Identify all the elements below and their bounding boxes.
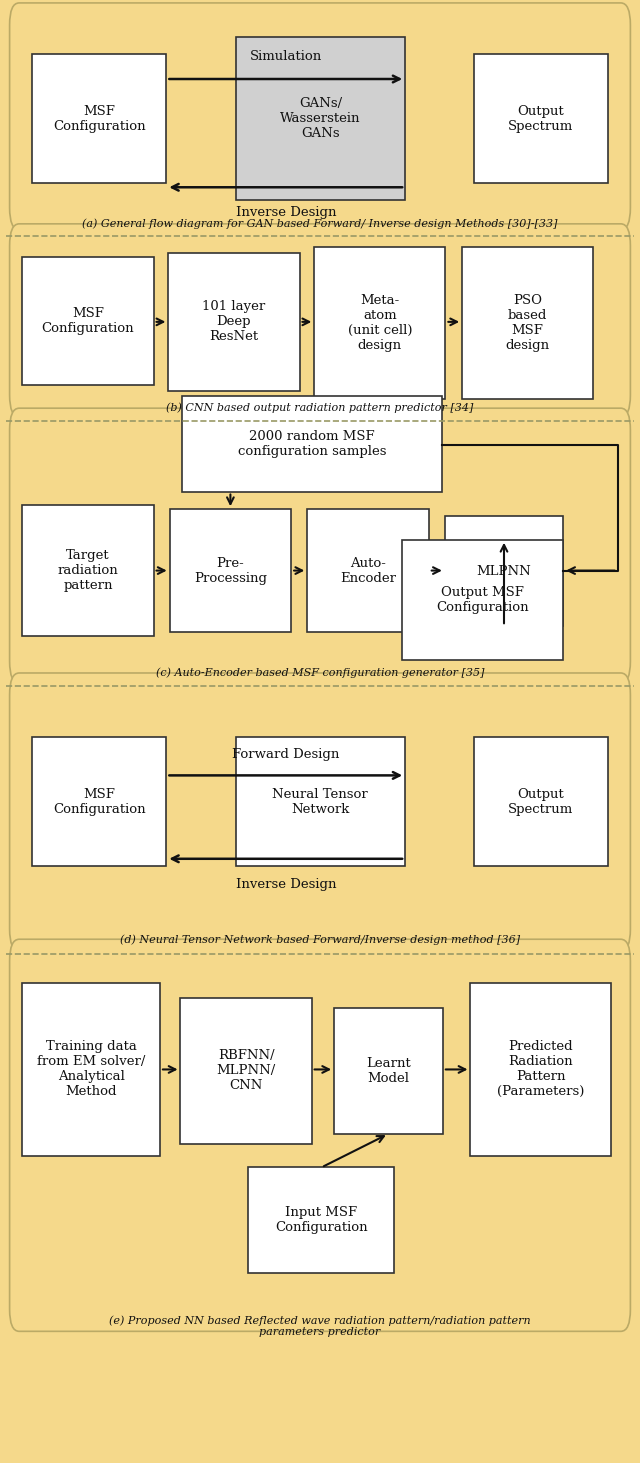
Text: Output MSF
Configuration: Output MSF Configuration (436, 585, 529, 614)
Text: Target
radiation
pattern: Target radiation pattern (58, 549, 118, 593)
FancyBboxPatch shape (10, 408, 630, 683)
Text: MSF
Configuration: MSF Configuration (53, 104, 145, 133)
Text: MSF
Configuration: MSF Configuration (53, 787, 145, 816)
FancyBboxPatch shape (470, 983, 611, 1156)
Text: GANs/
Wasserstein
GANs: GANs/ Wasserstein GANs (280, 97, 360, 140)
Text: 2000 random MSF
configuration samples: 2000 random MSF configuration samples (237, 430, 387, 458)
FancyBboxPatch shape (22, 983, 160, 1156)
FancyBboxPatch shape (10, 224, 630, 417)
Text: PSO
based
MSF
design: PSO based MSF design (506, 294, 550, 353)
FancyBboxPatch shape (462, 247, 593, 399)
Text: MSF
Configuration: MSF Configuration (42, 307, 134, 335)
Text: Auto-
Encoder: Auto- Encoder (340, 556, 396, 585)
FancyBboxPatch shape (10, 3, 630, 230)
Text: Input MSF
Configuration: Input MSF Configuration (275, 1206, 367, 1235)
Text: Inverse Design: Inverse Design (236, 878, 337, 891)
Text: Simulation: Simulation (250, 50, 322, 63)
FancyBboxPatch shape (182, 396, 442, 492)
Text: Output
Spectrum: Output Spectrum (508, 787, 573, 816)
Text: MLPNN: MLPNN (477, 565, 531, 578)
Text: Inverse Design: Inverse Design (236, 206, 337, 219)
FancyBboxPatch shape (32, 737, 166, 866)
Text: Pre-
Processing: Pre- Processing (194, 556, 267, 585)
Text: (a) General flow diagram for GAN based Forward/ Inverse design Methods [30]-[33]: (a) General flow diagram for GAN based F… (83, 218, 557, 228)
FancyBboxPatch shape (170, 509, 291, 632)
FancyBboxPatch shape (236, 737, 405, 866)
Text: Output
Spectrum: Output Spectrum (508, 104, 573, 133)
FancyBboxPatch shape (402, 540, 563, 660)
FancyBboxPatch shape (180, 998, 312, 1144)
FancyBboxPatch shape (314, 247, 445, 399)
Text: Neural Tensor
Network: Neural Tensor Network (273, 787, 368, 816)
FancyBboxPatch shape (445, 516, 563, 626)
FancyBboxPatch shape (168, 253, 300, 391)
Text: 101 layer
Deep
ResNet: 101 layer Deep ResNet (202, 300, 266, 344)
Text: (b) CNN based output radiation pattern predictor [34]: (b) CNN based output radiation pattern p… (166, 402, 474, 413)
FancyBboxPatch shape (22, 505, 154, 636)
FancyBboxPatch shape (22, 257, 154, 385)
Text: Training data
from EM solver/
Analytical
Method: Training data from EM solver/ Analytical… (37, 1040, 145, 1099)
Text: RBFNN/
MLPNN/
CNN: RBFNN/ MLPNN/ CNN (216, 1049, 276, 1093)
Text: (d) Neural Tensor Network based Forward/Inverse design method [36]: (d) Neural Tensor Network based Forward/… (120, 935, 520, 945)
FancyBboxPatch shape (307, 509, 429, 632)
Text: (e) Proposed NN based Reflected wave radiation pattern/radiation pattern
paramet: (e) Proposed NN based Reflected wave rad… (109, 1315, 531, 1337)
FancyBboxPatch shape (236, 37, 405, 200)
FancyBboxPatch shape (32, 54, 166, 183)
FancyBboxPatch shape (474, 54, 608, 183)
Text: Predicted
Radiation
Pattern
(Parameters): Predicted Radiation Pattern (Parameters) (497, 1040, 584, 1099)
FancyBboxPatch shape (10, 673, 630, 951)
Text: Forward Design: Forward Design (232, 748, 340, 761)
FancyBboxPatch shape (334, 1008, 443, 1134)
FancyBboxPatch shape (10, 939, 630, 1331)
Text: (c) Auto-Encoder based MSF configuration generator [35]: (c) Auto-Encoder based MSF configuration… (156, 667, 484, 677)
Text: Learnt
Model: Learnt Model (366, 1056, 411, 1086)
Text: Meta-
atom
(unit cell)
design: Meta- atom (unit cell) design (348, 294, 412, 353)
FancyBboxPatch shape (248, 1167, 394, 1273)
FancyBboxPatch shape (474, 737, 608, 866)
